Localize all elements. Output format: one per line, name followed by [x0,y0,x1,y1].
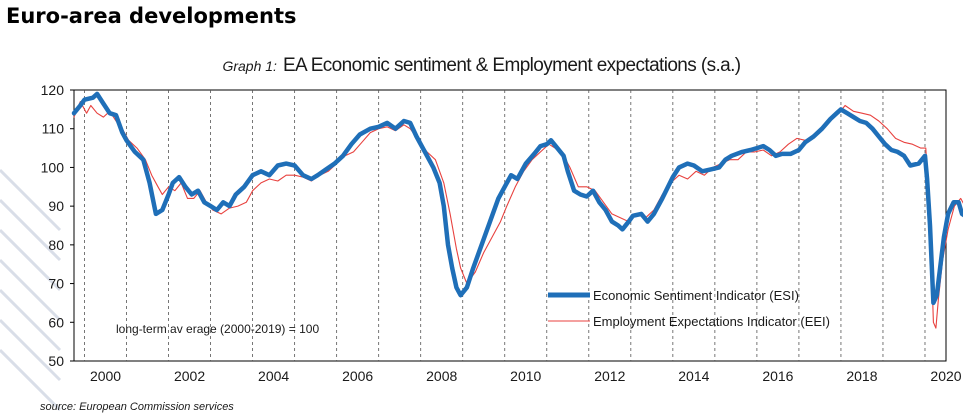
source-note: source: European Commission services [40,401,234,413]
x-tick-label: 2014 [678,368,709,384]
legend-label-esi: Economic Sentiment Indicator (ESI) [593,288,799,303]
source-label: source: [40,401,77,413]
x-tick-label: 2002 [174,368,205,384]
x-tick-label: 2000 [90,368,121,384]
y-tick-label: 70 [48,276,64,292]
series-lines [71,91,963,329]
legend: Economic Sentiment Indicator (ESI) Emplo… [548,288,830,329]
source-text: European Commission services [79,401,234,413]
y-tick-label: 60 [48,314,64,330]
y-tick-label: 120 [41,82,65,98]
y-tick-label: 110 [42,121,65,137]
x-tick-label: 2008 [426,368,457,384]
y-tick-label: 100 [41,159,65,175]
annotation-long-term-average: long-term av erage (2000-2019) = 100 [116,322,319,336]
y-tick-label: 80 [48,237,64,253]
chart-title: Graph 1: EA Economic sentiment & Employme… [0,55,963,77]
y-axis: 50 60 70 80 90 100 110 120 [41,82,74,369]
x-tick-label: 2020 [930,368,961,384]
x-axis: 2000 2002 2004 2006 2008 2010 2012 2014 2016 2018… [90,368,962,384]
x-tick-label: 2018 [846,368,877,384]
y-tick-label: 90 [48,198,64,214]
x-tick-label: 2012 [594,368,625,384]
x-tick-label: 2004 [258,368,289,384]
page-heading: Euro-area developments [6,4,297,28]
legend-label-eei: Employment Expectations Indicator (EEI) [593,314,830,329]
x-tick-label: 2006 [342,368,373,384]
x-tick-label: 2010 [510,368,541,384]
x-tick-label: 2016 [762,368,793,384]
y-tick-label: 50 [48,353,64,369]
series-line-esi [71,91,963,306]
chart-title-prefix: Graph 1: [222,58,277,74]
plot-area [73,89,947,362]
chart-title-main: EA Economic sentiment & Employment expec… [282,55,741,76]
